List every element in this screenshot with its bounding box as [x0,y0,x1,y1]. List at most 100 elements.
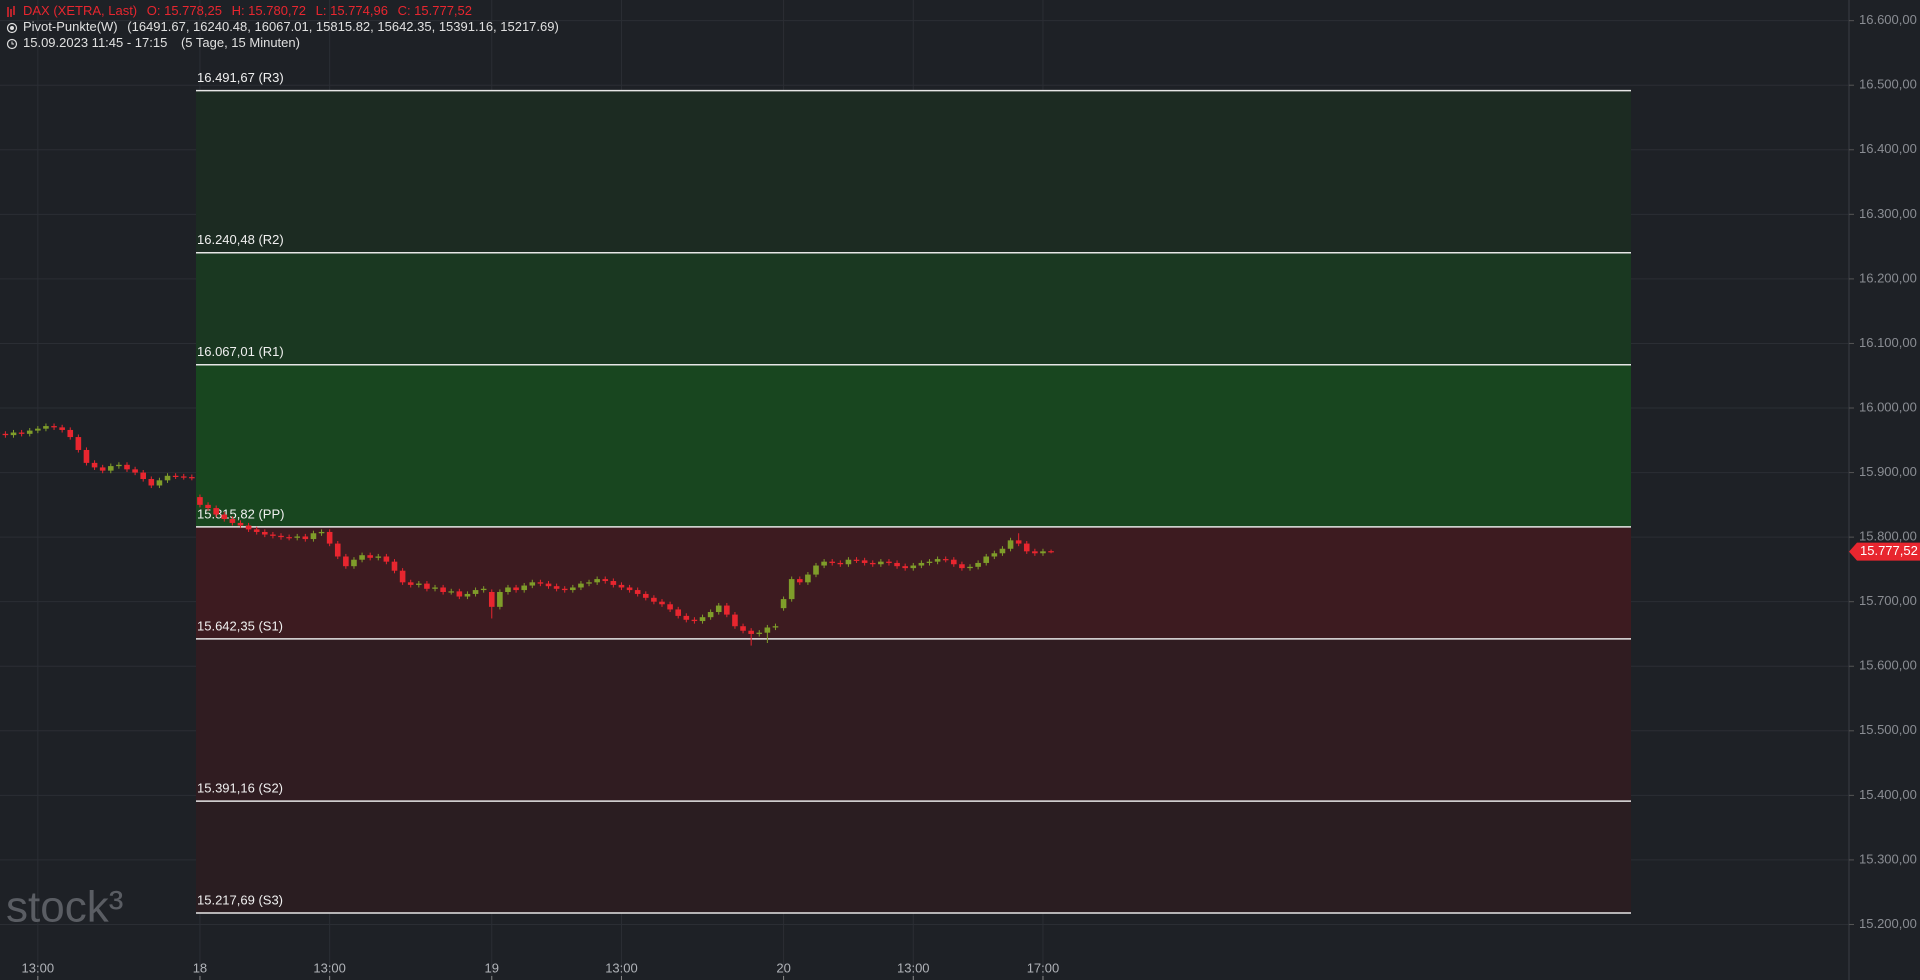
candle-body [537,582,544,584]
candle-body [140,472,147,480]
candle-body [261,531,268,535]
ohlc-label: H: 15.780,72 [232,3,306,18]
candle-body [270,534,276,536]
candle-body [707,612,714,618]
candle-body [286,537,292,539]
candle-body [951,559,957,565]
candle-body [213,508,219,515]
pivot-band [196,638,1631,802]
candle-body [675,609,682,616]
candle-body [821,561,827,566]
x-tick-label: 13:00 [897,960,930,975]
candle-body [561,588,568,591]
candle-body [35,428,41,431]
candle-body [934,559,941,562]
candle-body [926,561,933,563]
candle-body [991,553,998,557]
candle-body [861,560,868,563]
candle-body [318,531,325,534]
candle-body [205,504,211,509]
candle-body [448,591,455,593]
watermark: stock³ [6,883,123,932]
ohlc-label: C: 15.777,52 [398,3,472,18]
candle-body [59,427,65,430]
candle-body [1040,551,1046,554]
candle-body [553,586,560,589]
candle-body [878,561,884,565]
indicator-icon [6,22,18,34]
pivot-label: 15.642,35 (S1) [197,618,283,633]
pivot-label: 16.491,67 (R3) [197,70,284,85]
candle-body [618,584,625,588]
candle-body [651,597,657,602]
candle-body [107,466,114,471]
pivot-band [196,364,1631,527]
candle-body [570,587,576,591]
y-tick-label: 15.400,00 [1859,787,1917,802]
candle-body [164,475,171,481]
header-line: DAX (XETRA, Last) O: 15.778,25 H: 15.780… [23,3,472,18]
candle-body [180,476,187,478]
x-tick-label: 18 [193,960,207,975]
candle-body [886,561,892,563]
candle-body [748,630,754,634]
candle-body [375,556,382,558]
ohlc-label: L: 15.774,96 [316,3,388,18]
pivot-band [196,801,1631,914]
candle-body [910,565,917,569]
clock-icon [6,38,18,50]
candle-body [578,583,584,588]
candle-body [521,585,527,591]
pivot-label: 15.815,82 (PP) [197,506,284,521]
indicator-icon-dot [10,26,14,30]
candle-body [75,437,82,450]
candle-body [975,562,981,567]
candle-body [172,475,179,477]
candle-body [229,519,236,523]
candle-body [456,591,463,597]
clock-hands [11,41,14,45]
candle-body [197,497,203,505]
candle-body [91,462,98,468]
candle-body [1007,540,1014,549]
candle-body [391,561,398,571]
candle-body [894,562,900,567]
header-line: Pivot-Punkte(W) (16491.67, 16240.48, 160… [23,19,559,34]
y-tick-label: 15.200,00 [1859,916,1917,931]
candle-body [424,583,430,589]
candle-body [464,593,471,597]
candle-body [399,570,406,583]
candle-body [1048,551,1054,553]
header-line: 15.09.2023 11:45 - 17:15 (5 Tage, 15 Min… [23,35,300,50]
candle-body [132,469,138,473]
candle-body [407,582,414,585]
instrument: DAX (XETRA, Last) [23,3,137,18]
pivot-bands: 16.491,67 (R3) 16.240,48 (R2) 16.067,01 (R… [196,70,1631,914]
candle-body [472,590,479,594]
candle-body [440,587,446,593]
candle-body [2,433,9,436]
candle-body [189,477,195,479]
y-axis: 15.200,00 15.300,00 15.400,00 15.500,00 15.6… [1849,12,1920,931]
candle-body [626,587,633,591]
y-tick-label: 16.300,00 [1859,206,1917,221]
candle-body [26,430,33,434]
candle-body [343,556,349,567]
candle-body [124,464,130,470]
candle-body [294,536,301,538]
candle-body [845,559,852,565]
candle-body [1023,543,1030,552]
indicator: Pivot-Punkte(W) [23,19,118,34]
range-note: (5 Tage, 15 Minuten) [181,35,300,50]
candle-body [18,432,25,434]
pivot-label: 16.067,01 (R1) [197,344,284,359]
candle-body [334,543,341,557]
candle-body [237,522,244,526]
candle-body [902,566,908,569]
x-axis: 13:00 18 13:00 19 13:00 20 13:00 17:00 [22,960,1059,980]
candle-body [83,449,90,463]
ohlc-label: O: 15.778,25 [147,3,222,18]
candle-body [326,531,333,544]
